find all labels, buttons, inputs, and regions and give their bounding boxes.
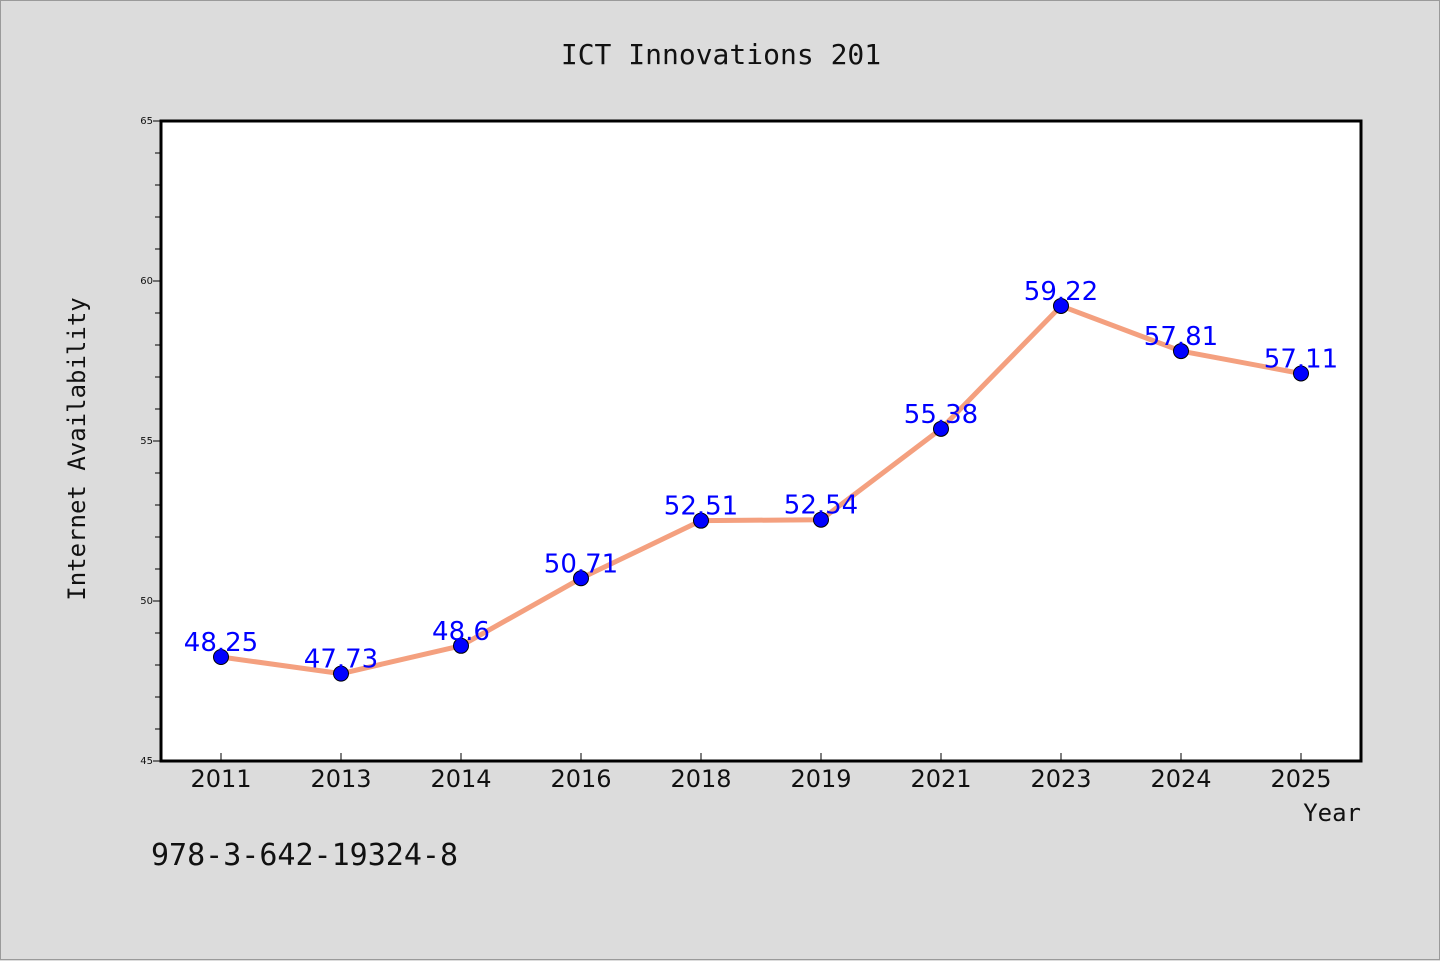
- x-tick-label: 2019: [790, 765, 851, 793]
- data-point: [933, 420, 949, 437]
- plot-area: [159, 119, 1363, 763]
- data-point: [693, 512, 709, 529]
- y-tick-label: 60: [140, 276, 153, 287]
- data-label: 59.22: [1024, 277, 1098, 307]
- y-tick-label: 50: [140, 596, 153, 607]
- data-point: [1053, 297, 1069, 314]
- x-tick-label: 2014: [430, 765, 491, 793]
- x-tick-label: 2016: [550, 765, 611, 793]
- data-label: 57.11: [1264, 344, 1338, 374]
- data-label: 52.54: [784, 491, 858, 521]
- data-point: [1173, 343, 1189, 360]
- y-axis: 45 50 55 60 65: [140, 116, 161, 767]
- data-point: [1293, 365, 1309, 382]
- data-point: [453, 637, 469, 654]
- data-point: [213, 649, 229, 665]
- data-point: [573, 570, 589, 587]
- data-label: 48.6: [432, 617, 490, 647]
- data-label: 47.73: [304, 645, 378, 675]
- data-label: 57.81: [1144, 322, 1218, 352]
- x-tick-label: 2013: [310, 765, 371, 793]
- data-point: [813, 511, 829, 528]
- data-label: 50.71: [544, 549, 618, 579]
- data-points: [213, 297, 1309, 682]
- data-label: 55.38: [904, 400, 978, 430]
- y-tick-label: 65: [140, 116, 153, 127]
- data-label: 48.25: [184, 628, 258, 658]
- data-point: [333, 665, 349, 682]
- data-label: 52.51: [664, 492, 738, 522]
- x-axis: 2011 2013 2014 2016 2018 2019 2021 2023 2024 2025: [190, 753, 1332, 793]
- x-tick-label: 2021: [910, 765, 971, 793]
- x-tick-label: 2024: [1150, 765, 1211, 793]
- data-labels: 48.25 47.73 48.6 50.71 52.51 52.54 55.38 59.22 5…: [184, 277, 1338, 675]
- x-tick-label: 2025: [1270, 765, 1331, 793]
- y-axis-label: Internet Availability: [63, 297, 91, 600]
- x-tick-label: 2018: [670, 765, 731, 793]
- x-tick-label: 2011: [190, 765, 251, 793]
- x-tick-label: 2023: [1030, 765, 1091, 793]
- y-tick-label: 55: [140, 436, 153, 447]
- series-line: [220, 303, 1302, 677]
- x-axis-label: Year: [1303, 799, 1361, 827]
- chart-title: ICT Innovations 201: [561, 38, 881, 71]
- isbn-text: 978-3-642-19324-8: [151, 838, 458, 873]
- y-tick-label: 45: [140, 756, 153, 767]
